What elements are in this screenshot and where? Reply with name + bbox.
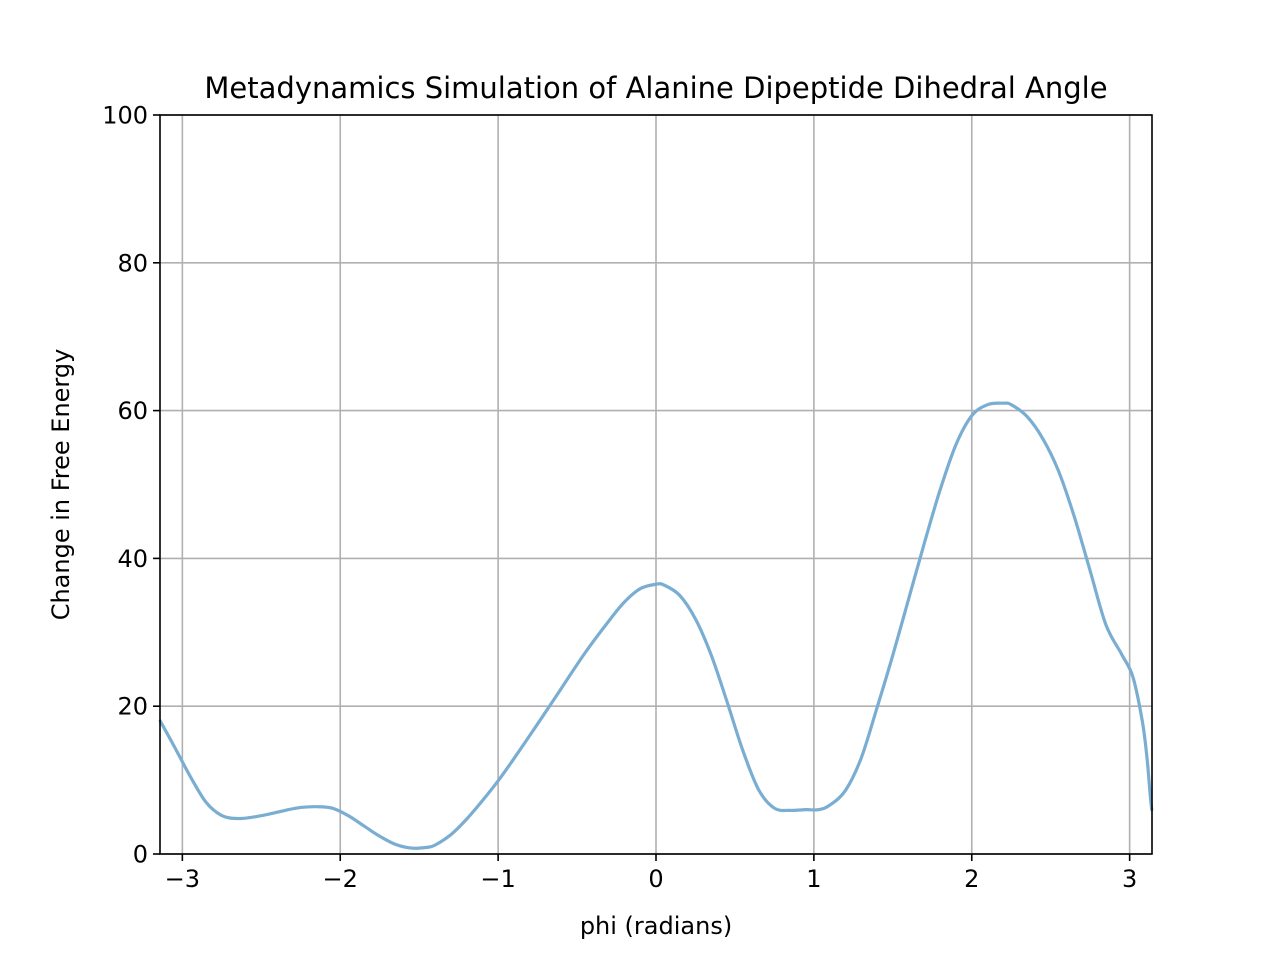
x-tick-label: −2 xyxy=(323,865,358,893)
y-tick-label: 100 xyxy=(102,102,148,130)
y-tick-label: 80 xyxy=(117,249,148,277)
x-tick-label: −3 xyxy=(165,865,200,893)
x-tick-label: 2 xyxy=(964,865,979,893)
y-tick-label: 20 xyxy=(117,693,148,721)
x-tick-label: 1 xyxy=(806,865,821,893)
y-tick-label: 60 xyxy=(117,397,148,425)
y-axis-label: Change in Free Energy xyxy=(47,349,75,621)
chart-title: Metadynamics Simulation of Alanine Dipep… xyxy=(204,71,1107,105)
x-axis-label: phi (radians) xyxy=(580,912,732,940)
y-tick-label: 0 xyxy=(133,841,148,869)
x-tick-label: 0 xyxy=(648,865,663,893)
ticks: −3 −2 −1 0 1 2 3 0 20 40 60 80 100 xyxy=(102,102,1137,894)
x-tick-label: −1 xyxy=(480,865,515,893)
series-group xyxy=(158,401,1154,850)
free-energy-line xyxy=(158,401,1154,850)
x-tick-label: 3 xyxy=(1122,865,1137,893)
y-tick-label: 40 xyxy=(117,545,148,573)
